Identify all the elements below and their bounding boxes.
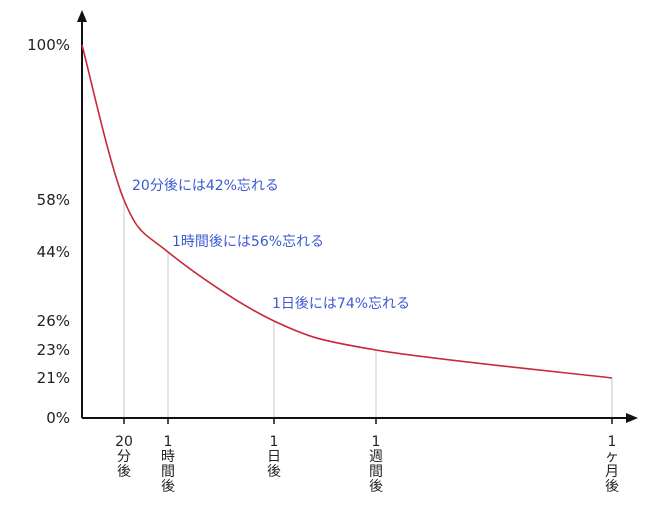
y-tick-label: 44% <box>37 243 70 261</box>
annotations: 20分後には42%忘れる 1時間後には56%忘れる 1日後には74%忘れる <box>132 178 410 312</box>
x-tick-label: 20 分後 <box>115 434 133 480</box>
y-tick-label: 21% <box>37 369 70 387</box>
x-tick-label: 1 時間後 <box>161 434 175 495</box>
x-tick-label: 1 週間後 <box>369 434 383 495</box>
axes <box>77 10 638 423</box>
y-axis-arrow <box>77 10 87 22</box>
x-tick-labels: 20 分後 1 時間後 1 日後 1 週間後 1 ヶ月後 <box>115 434 619 495</box>
y-tick-label: 100% <box>27 36 70 54</box>
y-tick-labels: 100% 58% 44% 26% 23% 21% 0% <box>27 36 70 427</box>
y-tick-label: 58% <box>37 191 70 209</box>
retention-curve <box>81 44 613 379</box>
y-tick-label: 0% <box>46 409 70 427</box>
x-axis-arrow <box>626 413 638 423</box>
y-tick-label: 26% <box>37 312 70 330</box>
y-tick-label: 23% <box>37 341 70 359</box>
annotation-label: 20分後には42%忘れる <box>132 178 279 194</box>
x-tick-label: 1 日後 <box>267 434 281 480</box>
annotation-label: 1時間後には56%忘れる <box>172 234 324 250</box>
x-tick-label: 1 ヶ月後 <box>605 434 619 495</box>
annotation-label: 1日後には74%忘れる <box>272 296 410 312</box>
